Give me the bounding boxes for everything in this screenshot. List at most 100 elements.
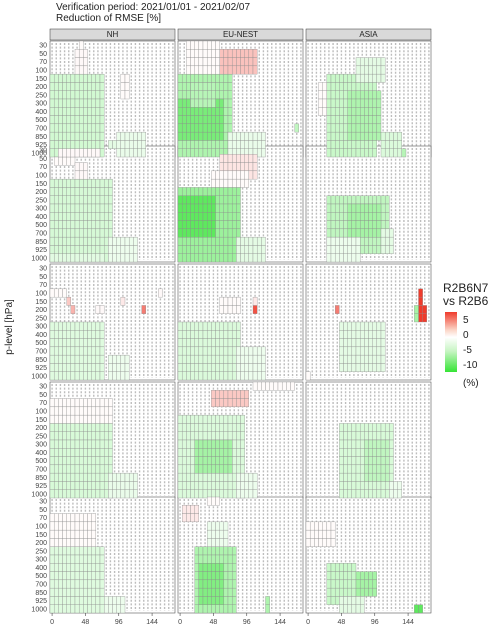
heatmap-cell — [219, 154, 225, 163]
heatmap-cell — [99, 82, 105, 91]
heatmap-cell — [91, 321, 97, 331]
heatmap-cell — [202, 431, 208, 441]
heatmap-cell — [240, 371, 245, 381]
heatmap-cell — [240, 489, 245, 499]
heatmap-cell — [194, 346, 200, 356]
heatmap-cell — [330, 220, 336, 230]
heatmap-cell — [87, 82, 92, 91]
heatmap-cell — [372, 439, 378, 449]
y-tick-label: 30 — [39, 266, 47, 273]
heatmap-cell — [186, 40, 191, 50]
heatmap-cell — [62, 253, 67, 263]
heatmap-cell — [53, 220, 59, 230]
heatmap-cell — [198, 40, 204, 50]
heatmap-cell — [359, 481, 365, 490]
heatmap-cell — [219, 236, 225, 246]
heatmap-cell — [87, 203, 92, 213]
heatmap-cell — [62, 156, 67, 166]
heatmap-cell — [359, 57, 365, 67]
heatmap-cell — [211, 363, 216, 372]
heatmap-cell — [236, 439, 241, 449]
heatmap-cell — [351, 363, 357, 372]
heatmap-cell — [227, 596, 233, 605]
heatmap-cell — [231, 187, 237, 196]
heatmap-cell — [343, 90, 348, 100]
heatmap-cell — [194, 57, 200, 67]
y-tick-label: 500 — [35, 573, 47, 580]
heatmap-cell — [326, 529, 332, 539]
heatmap-cell — [347, 579, 353, 589]
heatmap-cell — [227, 228, 233, 238]
heatmap-cell — [380, 330, 386, 339]
heatmap-cell — [334, 107, 340, 116]
heatmap-cell — [74, 596, 80, 605]
heatmap-cell — [87, 253, 92, 263]
heatmap-cell — [227, 481, 233, 490]
heatmap-cell — [314, 521, 319, 531]
heatmap-cell — [227, 363, 233, 372]
heatmap-cell — [376, 489, 382, 499]
heatmap-cell — [211, 390, 216, 399]
heatmap-cell — [49, 338, 55, 348]
heatmap-cell — [137, 131, 142, 141]
heatmap-cell — [74, 131, 80, 141]
heatmap-cell — [347, 439, 353, 449]
heatmap-cell — [202, 228, 208, 238]
heatmap-cell — [236, 178, 241, 188]
heatmap-cell — [177, 115, 183, 125]
heatmap-cell — [236, 481, 241, 490]
y-tick-label: 925 — [35, 483, 47, 490]
heatmap-cell — [318, 82, 323, 91]
heatmap-cell — [227, 123, 233, 133]
heatmap-cell — [87, 406, 92, 416]
heatmap-cell — [393, 131, 398, 141]
heatmap-cell — [120, 236, 126, 246]
heatmap-cell — [177, 90, 183, 100]
heatmap-cell — [355, 431, 361, 441]
heatmap-cell — [87, 330, 92, 339]
heatmap-cell — [244, 65, 250, 75]
heatmap-cell — [244, 236, 250, 246]
heatmap-cell — [389, 236, 394, 246]
heatmap-cell — [62, 456, 67, 466]
heatmap-cell — [223, 140, 229, 149]
heatmap-cell — [330, 587, 336, 597]
heatmap-cell — [223, 456, 229, 466]
heatmap-cell — [343, 363, 348, 372]
heatmap-cell — [99, 305, 105, 314]
heatmap-cell — [252, 57, 258, 67]
heatmap-cell — [376, 431, 382, 441]
heatmap-cell — [62, 90, 67, 100]
heatmap-cell — [95, 338, 101, 348]
heatmap-cell — [62, 423, 67, 432]
heatmap-cell — [66, 115, 72, 125]
heatmap-cell — [202, 187, 208, 196]
heatmap-cell — [53, 464, 59, 474]
heatmap-cell — [194, 148, 200, 158]
heatmap-cell — [206, 65, 212, 75]
heatmap-cell — [49, 464, 55, 474]
heatmap-cell — [380, 346, 386, 356]
heatmap-cell — [78, 354, 84, 364]
heatmap-cell — [215, 123, 220, 133]
heatmap-cell — [103, 596, 109, 605]
heatmap-cell — [351, 228, 357, 238]
heatmap-cell — [83, 521, 88, 531]
heatmap-cell — [347, 354, 353, 364]
heatmap-cell — [78, 529, 84, 539]
heatmap-cell — [355, 481, 361, 490]
heatmap-cell — [240, 49, 245, 58]
heatmap-cell — [368, 236, 373, 246]
heatmap-cell — [91, 464, 97, 474]
heatmap-cell — [244, 49, 250, 58]
heatmap-cell — [103, 220, 109, 230]
heatmap-cell — [211, 587, 216, 597]
heatmap-cell — [58, 587, 63, 597]
heatmap-cell — [355, 321, 361, 331]
heatmap-cell — [318, 107, 323, 116]
heatmap-cell — [376, 73, 382, 83]
heatmap-cell — [248, 481, 254, 490]
heatmap-cell — [359, 456, 365, 466]
heatmap-cell — [372, 82, 378, 91]
heatmap-cell — [372, 195, 378, 205]
